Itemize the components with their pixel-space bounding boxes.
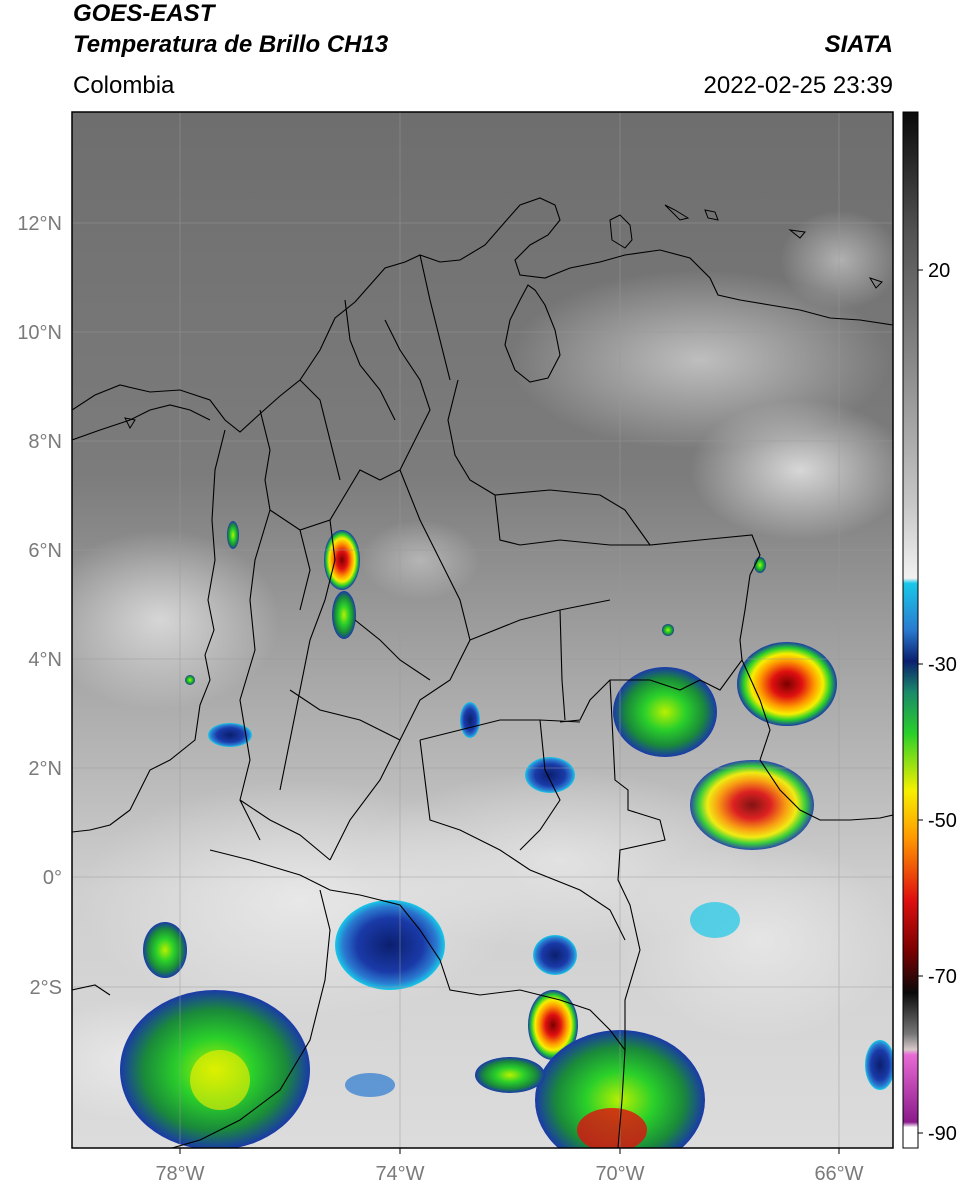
lat-labels: 12°N 10°N 8°N 6°N 4°N 2°N 0° 2°S [17,213,62,999]
lat-label-2: 8°N [28,431,62,453]
islands [124,204,883,430]
storm-cell-southeast [690,760,814,850]
colorbar-tick-0: 20 [928,260,950,282]
axis-ticks [179,1148,840,1154]
colorbar-tick-3: -70 [928,966,957,988]
lat-label-7: 2°S [30,977,62,999]
colorbar-tick-1: -30 [928,654,957,676]
lat-label-6: 0° [43,867,62,889]
colorbar-gradient [902,111,919,1149]
lon-label-1: 74°W [375,1163,424,1185]
storm-cell-vichada [613,667,717,757]
gridlines [72,112,893,1148]
lat-label-5: 2°N [28,758,62,780]
datetime-label: 2022-02-25 23:39 [703,72,894,99]
lon-labels: 78°W 74°W 70°W 66°W [155,1163,863,1185]
imagery-layer [72,112,893,1148]
lat-label-4: 4°N [28,649,62,671]
storm-cell-putumayo [335,900,445,990]
satellite-title: GOES-EAST [73,0,215,27]
storm-cell-amazon [528,990,578,1060]
colorbar: 20 -30 -50 -70 -90 [902,111,957,1149]
lon-label-3: 66°W [814,1163,863,1185]
product-title: Temperatura de Brillo CH13 [73,31,389,58]
lon-label-0: 78°W [155,1163,204,1185]
colorbar-tick-2: -50 [928,810,957,832]
region-label: Colombia [73,72,175,99]
boundaries [72,197,893,1148]
lat-label-3: 6°N [28,540,62,562]
storm-cell-east [737,642,837,726]
lat-label-0: 12°N [17,213,62,235]
agency-label: SIATA [824,31,893,58]
colorbar-tick-4: -90 [928,1123,957,1145]
lon-label-2: 70°W [595,1163,644,1185]
lat-label-1: 10°N [17,322,62,344]
map-frame [71,111,894,1149]
